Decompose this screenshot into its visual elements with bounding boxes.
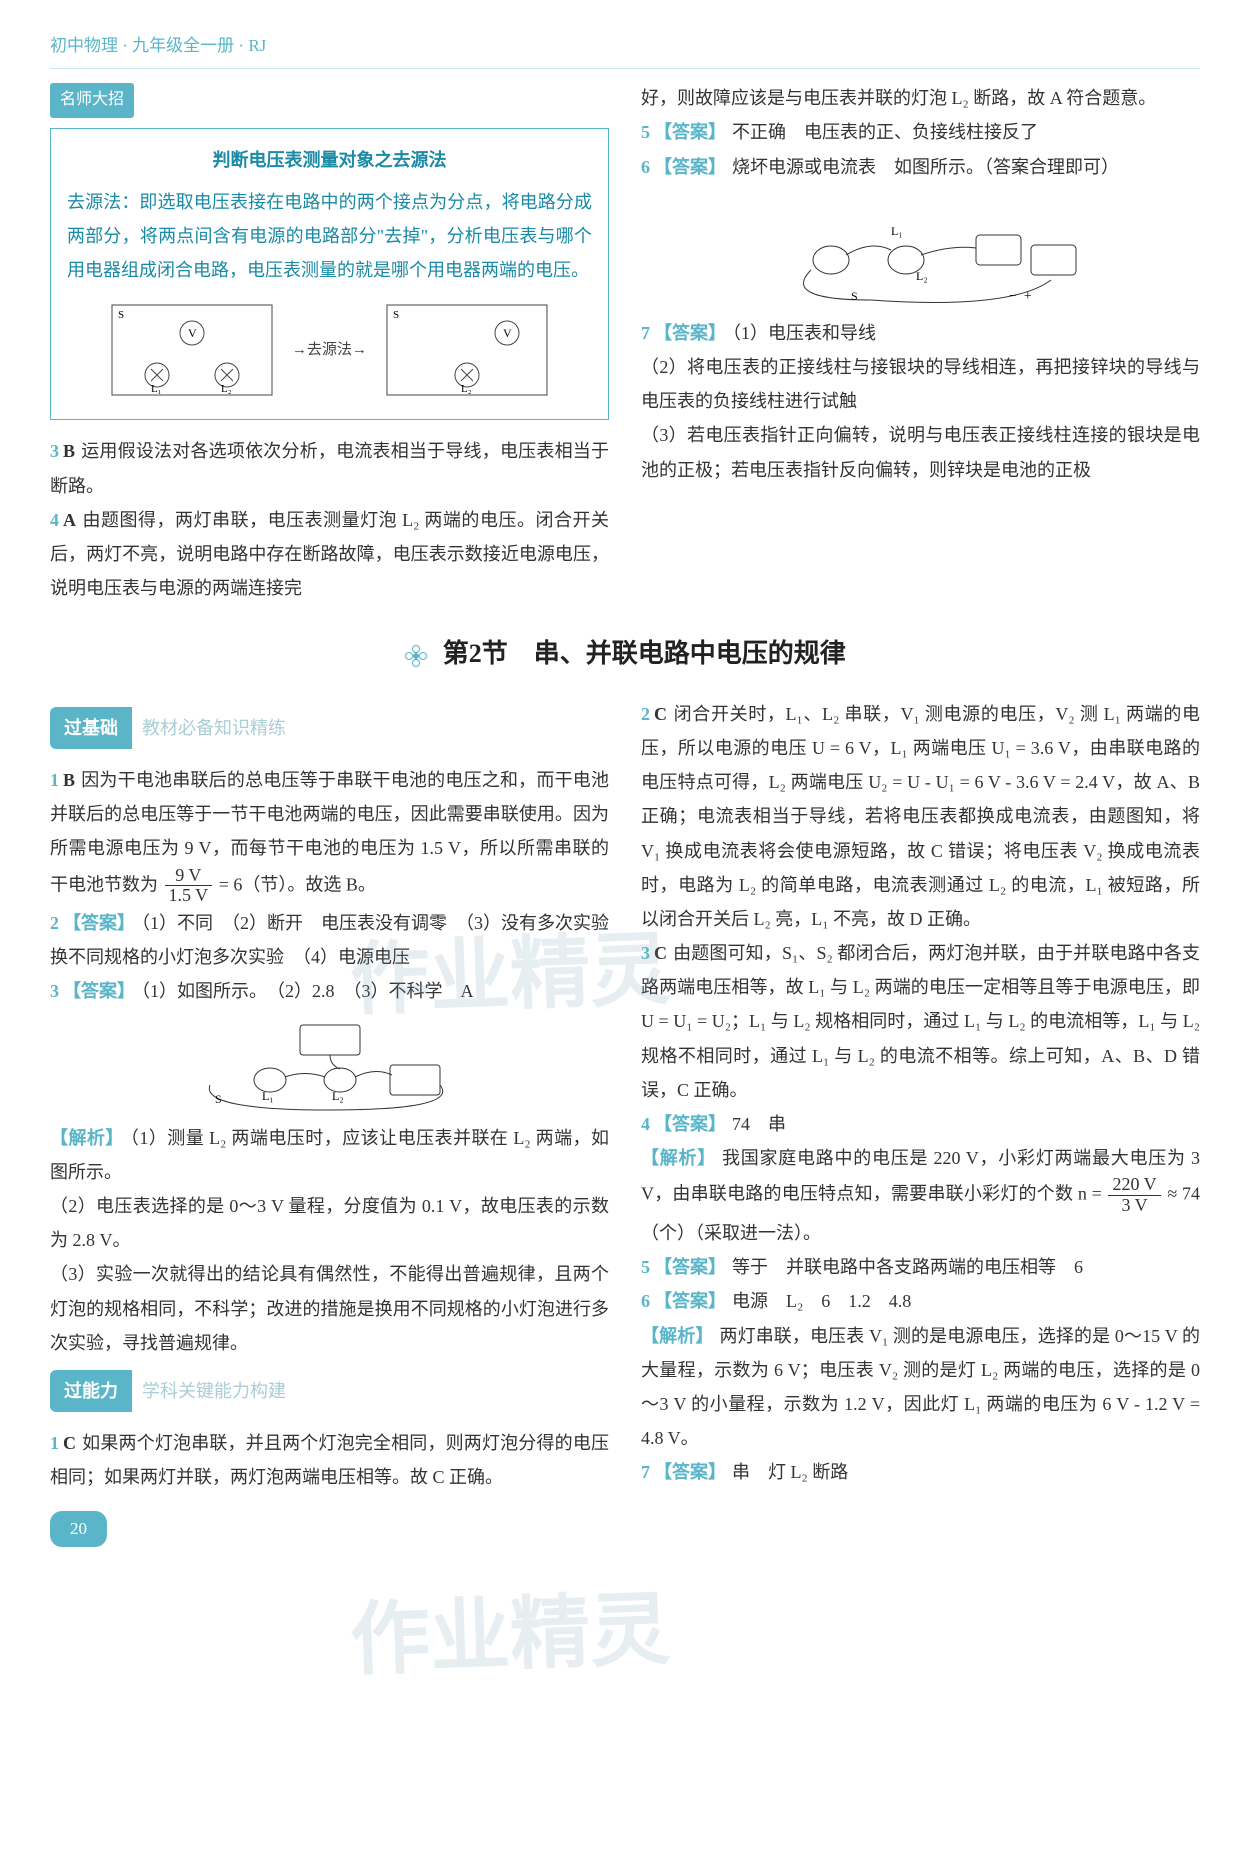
- box-title: 判断电压表测量对象之去源法: [67, 143, 592, 177]
- svg-text:L₁: L₁: [262, 1089, 274, 1103]
- svg-text:S: S: [851, 289, 858, 303]
- r-q4: 4【答案】74 串: [641, 1107, 1200, 1141]
- master-tag: 名师大招: [50, 83, 134, 117]
- subhead-basic-text: 教材必备知识精练: [132, 711, 286, 745]
- circuit-diagram: V L₁ L₂ S →去源法→ V L₂ S: [67, 295, 592, 405]
- subhead-skill: 过能力 学科关键能力构建: [50, 1370, 609, 1412]
- r-q3: 3C由题图可知，S₁、S₂ 都闭合后，两灯泡并联，由于并联电路中各支路两端电压相…: [641, 936, 1200, 1107]
- svg-text:L₂: L₂: [221, 383, 232, 395]
- svg-text:L₂: L₂: [461, 383, 472, 395]
- bot-q1: 1C如果两个灯泡串联，并且两个灯泡完全相同，则两灯泡分得的电压相同；如果两灯并联…: [50, 1426, 609, 1494]
- mid-q1: 1B因为干电池串联后的总电压等于串联干电池的电压之和，而干电池并联后的总电压等于…: [50, 763, 609, 906]
- badge-basic: 过基础: [50, 707, 132, 749]
- flower-icon: [404, 644, 428, 668]
- mid-a3: （3）实验一次就得出的结论具有偶然性，不能得出普遍规律，且两个灯泡的规格相同，不…: [50, 1257, 609, 1360]
- circuit-left: V L₁ L₂ S: [102, 295, 282, 405]
- q6: 6【答案】烧坏电源或电流表 如图所示。（答案合理即可）: [641, 150, 1200, 184]
- mid-q2: 2【答案】（1）不同 （2）断开 电压表没有调零 （3）没有多次实验 换不同规格…: [50, 906, 609, 974]
- q7-1: 7【答案】（1）电压表和导线: [641, 316, 1200, 350]
- subhead-skill-text: 学科关键能力构建: [132, 1374, 286, 1408]
- page-header: 初中物理 · 九年级全一册 · RJ: [50, 30, 1200, 69]
- svg-text:S: S: [215, 1092, 222, 1106]
- svg-text:V: V: [188, 326, 197, 340]
- q5: 5【答案】不正确 电压表的正、负接线柱接反了: [641, 115, 1200, 149]
- q3-left: 3B运用假设法对各选项依次分析，电流表相当于导线，电压表相当于断路。: [50, 434, 609, 502]
- svg-text:− +: − +: [1009, 289, 1032, 304]
- svg-text:L₁: L₁: [151, 383, 162, 395]
- method-box: 判断电压表测量对象之去源法 去源法：即选取电压表接在电路中的两个接点为分点，将电…: [50, 128, 609, 421]
- q4-cont: 好，则故障应该是与电压表并联的灯泡 L₂ 断路，故 A 符合题意。: [641, 81, 1200, 115]
- r-q7: 7【答案】串 灯 L₂ 断路: [641, 1455, 1200, 1489]
- arrow-label: →去源法→: [292, 336, 367, 365]
- section-title: 第2节 串、并联电路中电压的规律: [50, 629, 1200, 678]
- mid-a2: （2）电压表选择的是 0～3 V 量程，分度值为 0.1 V，故电压表的示数为 …: [50, 1189, 609, 1257]
- answer6-diagram: L₁ L₂ S − +: [751, 190, 1091, 310]
- svg-text:V: V: [503, 326, 512, 340]
- svg-text:S: S: [393, 309, 399, 321]
- svg-text:L₁: L₁: [891, 224, 903, 238]
- svg-text:S: S: [118, 309, 124, 321]
- badge-skill: 过能力: [50, 1370, 132, 1412]
- mid-diagram: L₁ L₂ S: [180, 1015, 480, 1115]
- q4-left: 4A由题图得，两灯串联，电压表测量灯泡 L₂ 两端的电压。闭合开关后，两灯不亮，…: [50, 503, 609, 606]
- subhead-basic: 过基础 教材必备知识精练: [50, 707, 609, 749]
- svg-text:L₂: L₂: [332, 1089, 344, 1103]
- r-q6: 6【答案】电源 L₂ 6 1.2 4.8: [641, 1284, 1200, 1318]
- page-number: 20: [50, 1511, 107, 1547]
- box-body: 去源法：即选取电压表接在电路中的两个接点为分点，将电路分成两部分，将两点间含有电…: [67, 185, 592, 288]
- r-q6a: 【解析】两灯串联，电压表 V₁ 测的是电源电压，选择的是 0～15 V 的大量程…: [641, 1319, 1200, 1456]
- r-q4a: 【解析】我国家庭电路中的电压是 220 V，小彩灯两端最大电压为 3 V，由串联…: [641, 1141, 1200, 1250]
- q7-3: （3）若电压表指针正向偏转，说明与电压表正接线柱连接的银块是电池的正极；若电压表…: [641, 418, 1200, 486]
- circuit-right: V L₂ S: [377, 295, 557, 405]
- q7-2: （2）将电压表的正接线柱与接银块的导线相连，再把接锌块的导线与电压表的负接线柱进…: [641, 350, 1200, 418]
- svg-text:L₂: L₂: [916, 269, 928, 283]
- mid-a1: 【解析】（1）测量 L₂ 两端电压时，应该让电压表并联在 L₂ 两端，如图所示。: [50, 1121, 609, 1189]
- r-q5: 5【答案】等于 并联电路中各支路两端的电压相等 6: [641, 1250, 1200, 1284]
- mid-q3: 3【答案】（1）如图所示。 （2）2.8 （3）不科学 A: [50, 974, 609, 1008]
- r-q2: 2C闭合开关时，L₁、L₂ 串联，V₁ 测电源的电压，V₂ 测 L₁ 两端的电压…: [641, 697, 1200, 936]
